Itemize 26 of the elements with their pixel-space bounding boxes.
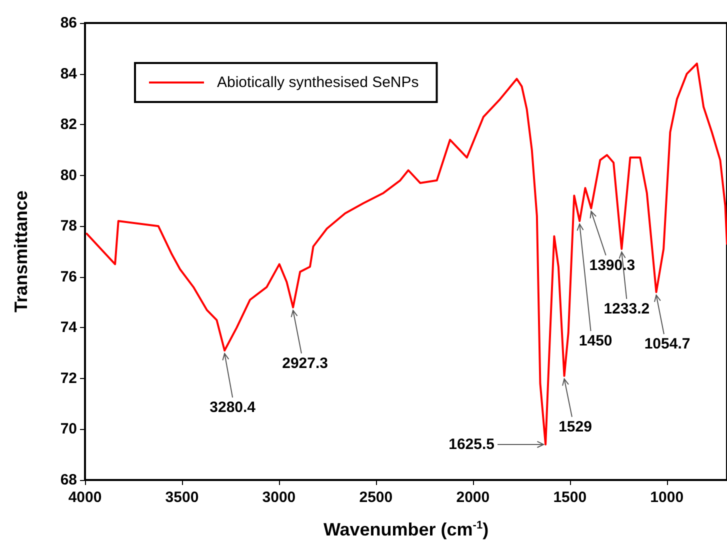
x-tick-label: 1000 [650, 489, 684, 506]
x-tick-label: 4000 [68, 489, 102, 506]
annotation: 2927.3 [282, 354, 328, 372]
y-tick-label: 70 [60, 420, 77, 438]
y-tick-label: 84 [60, 65, 78, 82]
annotation: 3280.4 [210, 399, 256, 416]
y-axis-title: Transmittance [11, 190, 31, 313]
x-tick-label: 3500 [165, 489, 199, 506]
annotation: 1625.5 [448, 436, 494, 453]
x-tick-label: 3000 [262, 489, 296, 506]
x-tick-label: 1500 [553, 489, 587, 506]
y-tick-label: 78 [60, 218, 77, 235]
annotation: 1529 [558, 418, 592, 436]
y-tick-label: 68 [60, 472, 77, 488]
y-tick-label: 72 [60, 370, 77, 387]
y-tick-label: 80 [60, 166, 77, 184]
annotation: 1233.2 [604, 300, 650, 318]
legend-label: Abiotically synthesised SeNPs [217, 74, 419, 91]
x-tick-label: 2000 [456, 489, 490, 506]
y-tick-label: 82 [60, 116, 77, 134]
y-tick-label: 76 [60, 268, 77, 286]
annotation: 1054.7 [644, 336, 690, 353]
annotation: 1450 [578, 332, 612, 350]
y-tick-label: 86 [60, 14, 77, 32]
y-tick-label: 74 [60, 319, 78, 336]
x-tick-label: 2500 [359, 489, 393, 506]
